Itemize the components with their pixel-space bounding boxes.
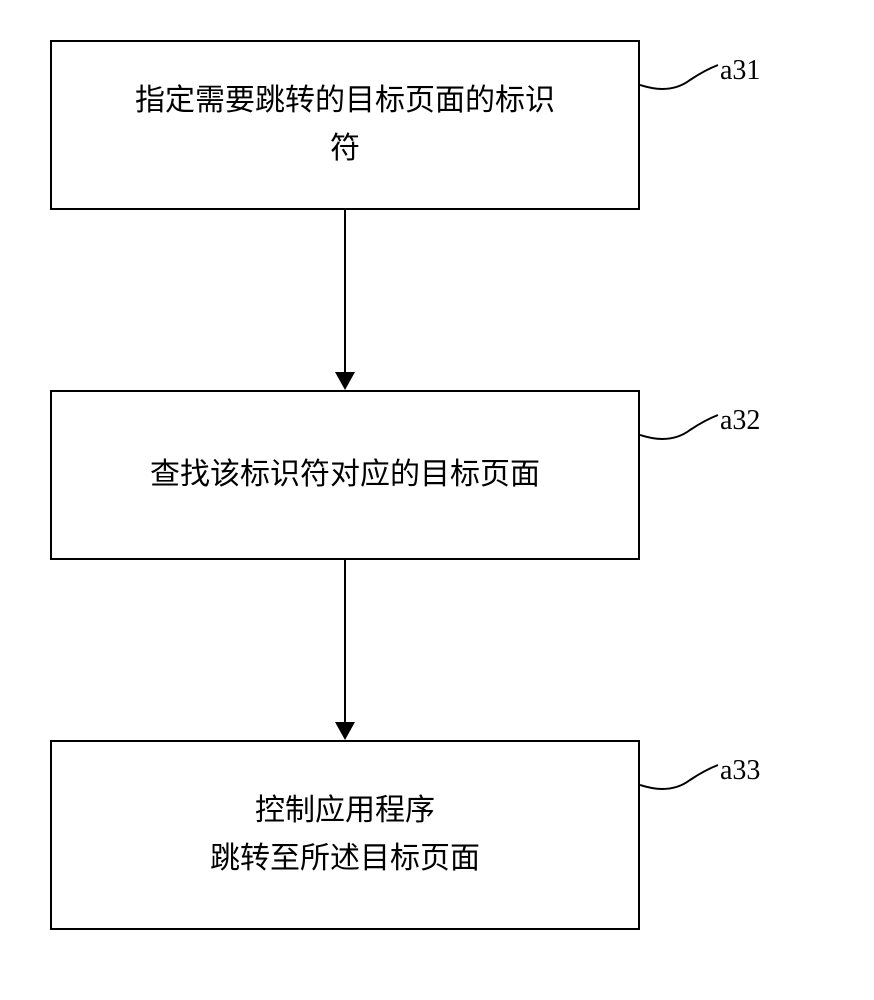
arrow-1-head — [335, 372, 355, 390]
arrow-2-line — [344, 560, 346, 722]
arrow-2-head — [335, 722, 355, 740]
arrow-1-line — [344, 210, 346, 372]
label-connector-2 — [640, 405, 720, 455]
label-connector-3 — [640, 755, 720, 805]
step-label-1: a31 — [720, 55, 760, 87]
flow-step-2-text: 查找该标识符对应的目标页面 — [150, 451, 540, 499]
flow-step-3: 控制应用程序跳转至所述目标页面 — [50, 740, 640, 930]
flow-step-1-text: 指定需要跳转的目标页面的标识符 — [135, 77, 555, 173]
step-label-2: a32 — [720, 405, 760, 437]
flow-step-2: 查找该标识符对应的目标页面 — [50, 390, 640, 560]
flowchart-container: 指定需要跳转的目标页面的标识符 a31 查找该标识符对应的目标页面 a32 控制… — [0, 0, 874, 1000]
flow-step-1: 指定需要跳转的目标页面的标识符 — [50, 40, 640, 210]
step-label-3: a33 — [720, 755, 760, 787]
flow-step-3-text: 控制应用程序跳转至所述目标页面 — [210, 787, 480, 883]
label-connector-1 — [640, 55, 720, 105]
